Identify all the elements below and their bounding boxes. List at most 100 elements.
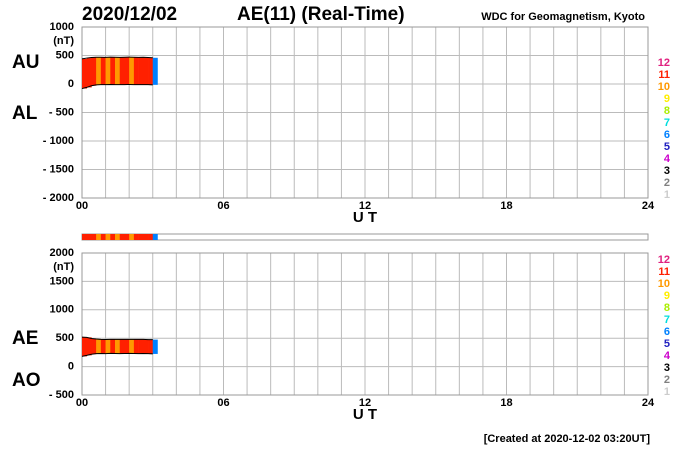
y-tick-label: - 500 <box>49 389 74 401</box>
legend-entry: 1 <box>664 189 670 201</box>
y-tick-label: - 2000 <box>43 192 74 204</box>
legend-entry: 11 <box>658 266 670 278</box>
series-line <box>81 336 153 341</box>
y-tick-label: 0 <box>68 361 74 373</box>
strip-segment <box>129 234 135 240</box>
strip-segment <box>124 234 130 240</box>
x-tick-label: 00 <box>76 397 88 409</box>
band-segment <box>100 339 106 354</box>
legend-entry: 2 <box>664 374 670 386</box>
y-tick-label: 1000 <box>50 21 74 33</box>
x-tick-label: 06 <box>217 397 229 409</box>
strip-segment <box>82 234 88 240</box>
series-line <box>81 83 153 90</box>
band-segment <box>96 57 102 85</box>
legend-entry: 9 <box>664 93 670 105</box>
band-segment <box>152 57 158 85</box>
series-label: AE <box>12 328 38 349</box>
band-segment <box>148 339 154 354</box>
band-segment <box>96 339 102 354</box>
legend-entry: 4 <box>664 350 671 362</box>
band-segment <box>115 57 121 85</box>
strip-segment <box>152 234 158 240</box>
legend-entry: 8 <box>664 302 670 314</box>
legend-entry: 6 <box>664 129 670 141</box>
band-segment <box>119 57 125 85</box>
date: 2020/12/02 <box>82 4 177 25</box>
band-segment <box>143 57 149 85</box>
x-axis-label: U T <box>353 406 377 423</box>
footer: [Created at 2020-12-02 03:20UT] <box>484 433 651 445</box>
legend-entry: 2 <box>664 177 670 189</box>
y-tick-label: 2000 <box>50 247 74 259</box>
y-tick-label: 0 <box>68 78 74 90</box>
legend-entry: 3 <box>664 165 670 177</box>
x-tick-label: 00 <box>76 200 88 212</box>
strip-segment <box>119 234 125 240</box>
band-segment <box>148 57 154 85</box>
legend-entry: 7 <box>664 314 670 326</box>
legend-entry: 10 <box>658 81 670 93</box>
y-tick-label: 1000 <box>50 304 74 316</box>
band-segment <box>133 57 139 85</box>
y-tick-label: 500 <box>56 49 74 61</box>
y-tick-label: 500 <box>56 332 74 344</box>
series-line <box>81 352 153 357</box>
legend-entry: 10 <box>658 278 670 290</box>
strip-segment <box>148 234 154 240</box>
band-segment <box>86 337 92 356</box>
strip-segment <box>138 234 144 240</box>
band-segment <box>91 57 97 86</box>
legend-entry: 6 <box>664 326 670 338</box>
band-segment <box>115 339 121 354</box>
legend-entry: 5 <box>664 338 670 350</box>
band-segment <box>105 57 111 85</box>
band-segment <box>86 58 92 88</box>
strip-segment <box>91 234 97 240</box>
legend-entry: 4 <box>664 153 671 165</box>
band-segment <box>124 339 130 354</box>
title: AE(11) (Real-Time) <box>237 4 405 25</box>
y-unit: (nT) <box>53 261 74 273</box>
legend-entry: 3 <box>664 362 670 374</box>
plot-frame <box>81 26 649 199</box>
x-tick-label: 12 <box>359 397 371 409</box>
strip-segment <box>133 234 139 240</box>
band-segment <box>91 338 97 355</box>
band-segment <box>110 57 116 85</box>
legend-entry: 1 <box>664 386 670 398</box>
band-segment <box>124 57 130 85</box>
band-segment <box>129 57 135 85</box>
band-segment <box>105 339 111 354</box>
strip-frame <box>81 233 649 241</box>
band-segment <box>82 337 88 357</box>
series-label: AU <box>12 52 39 73</box>
legend-entry: 5 <box>664 141 670 153</box>
y-tick-label: 1500 <box>50 275 74 287</box>
series-line <box>81 56 153 60</box>
x-tick-label: 18 <box>500 397 512 409</box>
x-axis-label: U T <box>353 209 377 226</box>
x-tick-label: 24 <box>642 200 655 212</box>
plot-frame <box>81 252 649 396</box>
band-segment <box>119 339 125 354</box>
series-label: AL <box>12 103 38 124</box>
legend-entry: 7 <box>664 117 670 129</box>
y-tick-label: - 500 <box>49 106 74 118</box>
band-segment <box>138 57 144 85</box>
legend-entry: 8 <box>664 105 670 117</box>
band-segment <box>152 339 158 354</box>
legend-entry: 12 <box>658 57 670 69</box>
band-segment <box>138 339 144 354</box>
y-tick-label: - 1500 <box>43 163 74 175</box>
x-tick-label: 18 <box>500 200 512 212</box>
y-tick-label: - 1000 <box>43 135 74 147</box>
strip-segment <box>100 234 106 240</box>
strip-segment <box>110 234 116 240</box>
legend-entry: 9 <box>664 290 670 302</box>
strip-segment <box>115 234 121 240</box>
strip-segment <box>96 234 102 240</box>
band-segment <box>143 339 149 354</box>
band-segment <box>82 58 88 89</box>
